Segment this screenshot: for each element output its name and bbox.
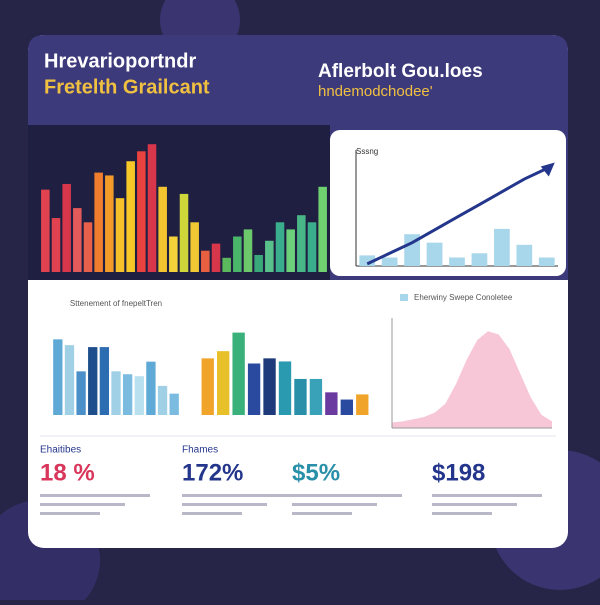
bar — [158, 186, 167, 272]
bar — [516, 244, 533, 266]
bar — [201, 358, 214, 415]
bar — [275, 222, 285, 272]
chart-title: Sssng — [356, 147, 378, 156]
bar — [356, 394, 369, 415]
bar — [83, 222, 93, 272]
title: Fretelth Grailcant — [44, 76, 210, 98]
bar — [201, 250, 210, 272]
arrow-head — [540, 162, 555, 177]
right-subtitle: hndemodchodee' — [318, 83, 433, 100]
bar — [263, 358, 276, 415]
bar — [122, 374, 133, 415]
right-title: Aflerbolt Gou.loes — [318, 61, 483, 82]
text-line — [182, 494, 292, 497]
text-line — [182, 503, 267, 506]
kpi-label: Ehaitibes — [40, 445, 81, 456]
bar — [471, 253, 488, 266]
text-line — [40, 494, 150, 497]
kpi-value: $5% — [292, 459, 340, 486]
bar — [111, 371, 121, 415]
bar — [147, 144, 157, 272]
bar — [179, 193, 189, 272]
bar — [494, 228, 510, 266]
bar — [309, 378, 323, 415]
kpi-value: $198 — [432, 459, 485, 486]
bar — [211, 243, 221, 272]
bar — [254, 254, 263, 272]
bar — [62, 183, 71, 272]
text-line — [432, 503, 517, 506]
bar — [99, 347, 110, 415]
bar — [88, 347, 98, 415]
text-line — [292, 512, 352, 515]
bar — [286, 229, 295, 272]
text-line — [292, 494, 402, 497]
line — [366, 167, 548, 266]
text-line — [40, 503, 125, 506]
bar — [426, 242, 443, 266]
bar — [76, 371, 86, 415]
title: Hrevarioportndr — [44, 50, 196, 72]
bar — [53, 339, 63, 415]
bar — [169, 236, 178, 272]
bar — [297, 215, 306, 272]
legend-swatch — [400, 294, 408, 301]
bar — [449, 257, 465, 266]
area — [392, 331, 552, 428]
bar — [169, 393, 179, 415]
bar — [278, 361, 292, 415]
bar — [325, 392, 338, 415]
bar — [105, 175, 114, 272]
bar — [146, 361, 156, 415]
text-line — [292, 503, 377, 506]
bar — [359, 255, 376, 266]
bar — [115, 198, 125, 272]
text-line — [40, 512, 100, 515]
bar — [222, 257, 231, 272]
bar — [294, 378, 307, 415]
bar — [41, 189, 50, 272]
bar — [73, 208, 82, 272]
bar — [157, 385, 168, 415]
text-line — [432, 512, 492, 515]
bar — [64, 345, 75, 415]
chart-title: Sttenement of fnepeltTren — [70, 299, 162, 308]
bar — [190, 222, 199, 272]
bar — [538, 257, 555, 266]
bar — [217, 351, 230, 415]
bar — [381, 257, 398, 266]
bar — [307, 222, 317, 272]
bar — [318, 186, 327, 272]
bar — [51, 218, 61, 272]
legend-label: Eherwiny Swepe Conoletee — [414, 293, 513, 302]
bar — [243, 229, 253, 272]
text-line — [432, 494, 542, 497]
bar — [265, 240, 274, 272]
bar — [232, 332, 245, 415]
kpi-label: Fhames — [182, 445, 218, 456]
text-line — [182, 512, 242, 515]
bar — [126, 161, 135, 272]
bar — [137, 151, 146, 272]
kpi-value: 172% — [182, 459, 243, 486]
bar — [233, 236, 242, 272]
bar — [340, 399, 353, 415]
kpi-value: 18 % — [40, 459, 95, 486]
bar — [134, 376, 144, 415]
bar — [247, 363, 261, 415]
bar — [94, 172, 103, 272]
